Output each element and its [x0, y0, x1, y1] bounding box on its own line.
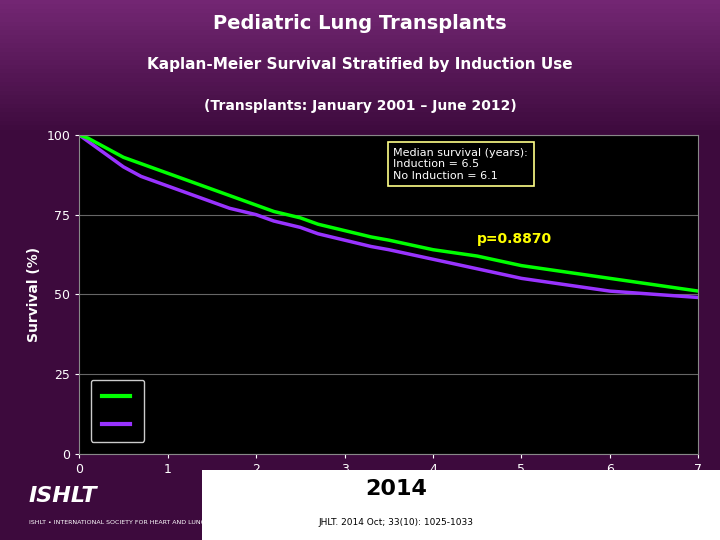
- Y-axis label: Survival (%): Survival (%): [27, 247, 41, 342]
- Bar: [0, 125, 720, 130]
- Text: Kaplan-Meier Survival Stratified by Induction Use: Kaplan-Meier Survival Stratified by Indu…: [147, 57, 573, 72]
- Bar: [0, 60, 720, 65]
- Text: JHLT. 2014 Oct; 33(10): 1025-1033: JHLT. 2014 Oct; 33(10): 1025-1033: [318, 518, 474, 527]
- Bar: [0, 99, 720, 104]
- Text: ISHLT: ISHLT: [29, 487, 97, 507]
- Bar: [0, 82, 720, 86]
- Bar: [0, 4, 720, 9]
- Bar: [0, 78, 720, 82]
- Bar: [0, 43, 720, 48]
- Bar: [0, 17, 720, 22]
- Bar: [0, 39, 720, 43]
- Legend: , : ,: [91, 380, 144, 442]
- Text: ISHLT • INTERNATIONAL SOCIETY FOR HEART AND LUNG TRANSPLANTATION: ISHLT • INTERNATIONAL SOCIETY FOR HEART …: [29, 520, 267, 525]
- Bar: [0, 104, 720, 108]
- Bar: [0, 95, 720, 99]
- Bar: [0, 112, 720, 117]
- Bar: [0, 9, 720, 13]
- Bar: [0, 0, 720, 4]
- Bar: [0, 52, 720, 56]
- Bar: [0, 13, 720, 17]
- Bar: [0, 73, 720, 78]
- Bar: [0, 30, 720, 35]
- Text: 2014: 2014: [365, 480, 427, 500]
- Bar: [0, 65, 720, 69]
- Bar: [0, 108, 720, 112]
- Text: p=0.8870: p=0.8870: [477, 232, 552, 246]
- Bar: [0, 69, 720, 73]
- Bar: [202, 470, 720, 540]
- Text: Median survival (years):
Induction = 6.5
No Induction = 6.1: Median survival (years): Induction = 6.5…: [393, 148, 528, 181]
- Bar: [0, 117, 720, 121]
- Bar: [0, 86, 720, 91]
- Bar: [0, 22, 720, 26]
- Bar: [0, 35, 720, 39]
- Bar: [0, 56, 720, 60]
- Text: (Transplants: January 2001 – June 2012): (Transplants: January 2001 – June 2012): [204, 99, 516, 113]
- Bar: [0, 26, 720, 30]
- Text: Pediatric Lung Transplants: Pediatric Lung Transplants: [213, 14, 507, 33]
- X-axis label: Years: Years: [367, 481, 410, 495]
- Bar: [0, 121, 720, 125]
- Bar: [0, 91, 720, 95]
- Bar: [0, 48, 720, 52]
